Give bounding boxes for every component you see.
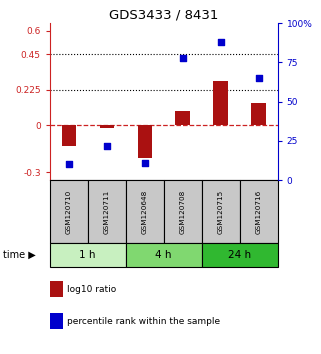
Bar	[137, 125, 152, 158]
Text: 24 h: 24 h	[228, 250, 251, 260]
Bar	[126, 243, 202, 267]
Bar	[88, 180, 126, 243]
Bar	[176, 111, 190, 125]
Text: 1 h: 1 h	[80, 250, 96, 260]
Point	[180, 55, 185, 61]
Bar	[62, 125, 76, 145]
Text: GSM120710: GSM120710	[66, 189, 72, 234]
Point	[66, 161, 71, 167]
Point	[142, 160, 147, 166]
Text: time ▶: time ▶	[3, 250, 36, 260]
Text: 4 h: 4 h	[155, 250, 172, 260]
Text: GSM120715: GSM120715	[218, 189, 224, 234]
Bar	[213, 81, 228, 125]
Text: percentile rank within the sample: percentile rank within the sample	[67, 317, 221, 326]
Bar	[50, 180, 88, 243]
Point	[104, 143, 109, 148]
Point	[256, 75, 261, 81]
Bar	[126, 180, 164, 243]
Title: GDS3433 / 8431: GDS3433 / 8431	[109, 9, 218, 22]
Bar	[251, 103, 266, 125]
Point	[218, 39, 223, 45]
Bar	[202, 180, 240, 243]
Text: GSM120711: GSM120711	[104, 189, 110, 234]
Bar	[100, 125, 114, 128]
Text: GSM120708: GSM120708	[180, 189, 186, 234]
Bar	[240, 180, 278, 243]
Text: GSM120716: GSM120716	[256, 189, 262, 234]
Bar	[164, 180, 202, 243]
Bar	[50, 243, 126, 267]
Text: log10 ratio: log10 ratio	[67, 285, 117, 294]
Bar	[202, 243, 278, 267]
Text: GSM120648: GSM120648	[142, 189, 148, 234]
